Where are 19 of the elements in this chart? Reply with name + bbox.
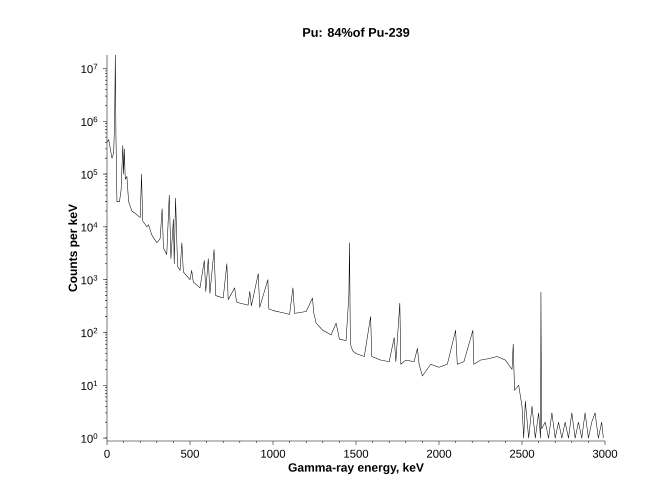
y-tick-label: 10$^{5}$ bbox=[81, 169, 98, 179]
line-series bbox=[106, 54, 604, 438]
y-tick-label: 10$^{0}$ bbox=[81, 433, 98, 443]
y-tick-label: 10$^{6}$ bbox=[81, 116, 98, 126]
x-tick-label: 1500 bbox=[344, 450, 368, 458]
y-axis-title: Counts per keV bbox=[68, 204, 80, 292]
y-tick-label: 10$^{1}$ bbox=[81, 380, 98, 390]
x-tick-label: 500 bbox=[181, 450, 200, 458]
x-tick-label: 0 bbox=[104, 450, 110, 458]
x-tick-label: 2000 bbox=[426, 450, 452, 458]
x-axis-title: Gamma-ray energy, keV bbox=[288, 462, 424, 474]
y-tick-label: 10$^{3}$ bbox=[81, 274, 98, 284]
chart-title: Pu: 84%of Pu-239 bbox=[303, 28, 410, 37]
y-tick-label: 10$^{7}$ bbox=[81, 64, 98, 74]
y-tick-label: 10$^{4}$ bbox=[81, 222, 98, 232]
y-tick-label: 10$^{2}$ bbox=[81, 328, 98, 338]
x-tick-label: 2500 bbox=[510, 450, 534, 458]
x-tick-label: 1000 bbox=[261, 450, 286, 458]
x-tick-label: 3000 bbox=[592, 450, 618, 458]
